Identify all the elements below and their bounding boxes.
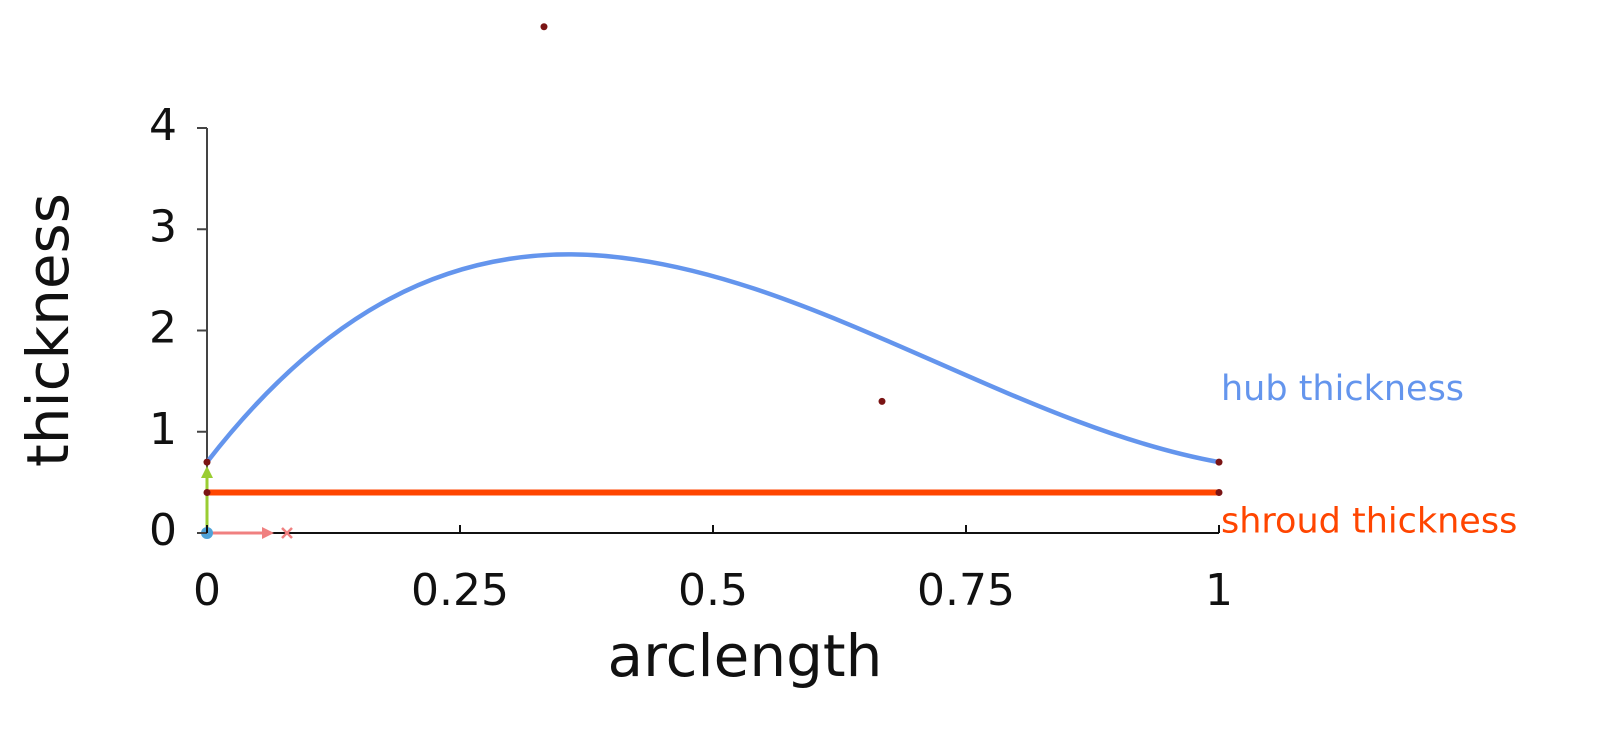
control-point	[1215, 489, 1223, 496]
x-axis-title: arclength	[608, 622, 883, 690]
control-point	[203, 489, 211, 496]
axes	[206, 128, 1219, 534]
x-tick-label: 0.5	[678, 565, 748, 616]
y-tick-label: 1	[149, 404, 177, 455]
origin-gizmo	[201, 466, 293, 539]
gizmo-y-head	[201, 466, 213, 478]
control-point	[1215, 458, 1223, 466]
y-tick-label: 4	[149, 100, 177, 151]
series-label: shroud thickness	[1221, 502, 1517, 542]
x-tick-label: 0.75	[917, 565, 1015, 616]
y-tick-label: 2	[149, 303, 177, 354]
y-axis-title: thickness	[14, 193, 82, 467]
control-point	[203, 458, 211, 466]
series-label: hub thickness	[1221, 369, 1464, 409]
x-tick-label: 1	[1205, 565, 1233, 616]
control-point	[878, 397, 886, 405]
y-tick-label: 0	[149, 505, 177, 556]
y-tick-label: 3	[149, 201, 177, 252]
control-point	[540, 23, 548, 31]
x-tick-label: 0	[193, 565, 221, 616]
x-tick-label: 0.25	[411, 565, 509, 616]
gizmo-x-head	[262, 527, 274, 539]
gizmo-x-marker	[281, 527, 293, 539]
series-line	[205, 252, 1220, 465]
